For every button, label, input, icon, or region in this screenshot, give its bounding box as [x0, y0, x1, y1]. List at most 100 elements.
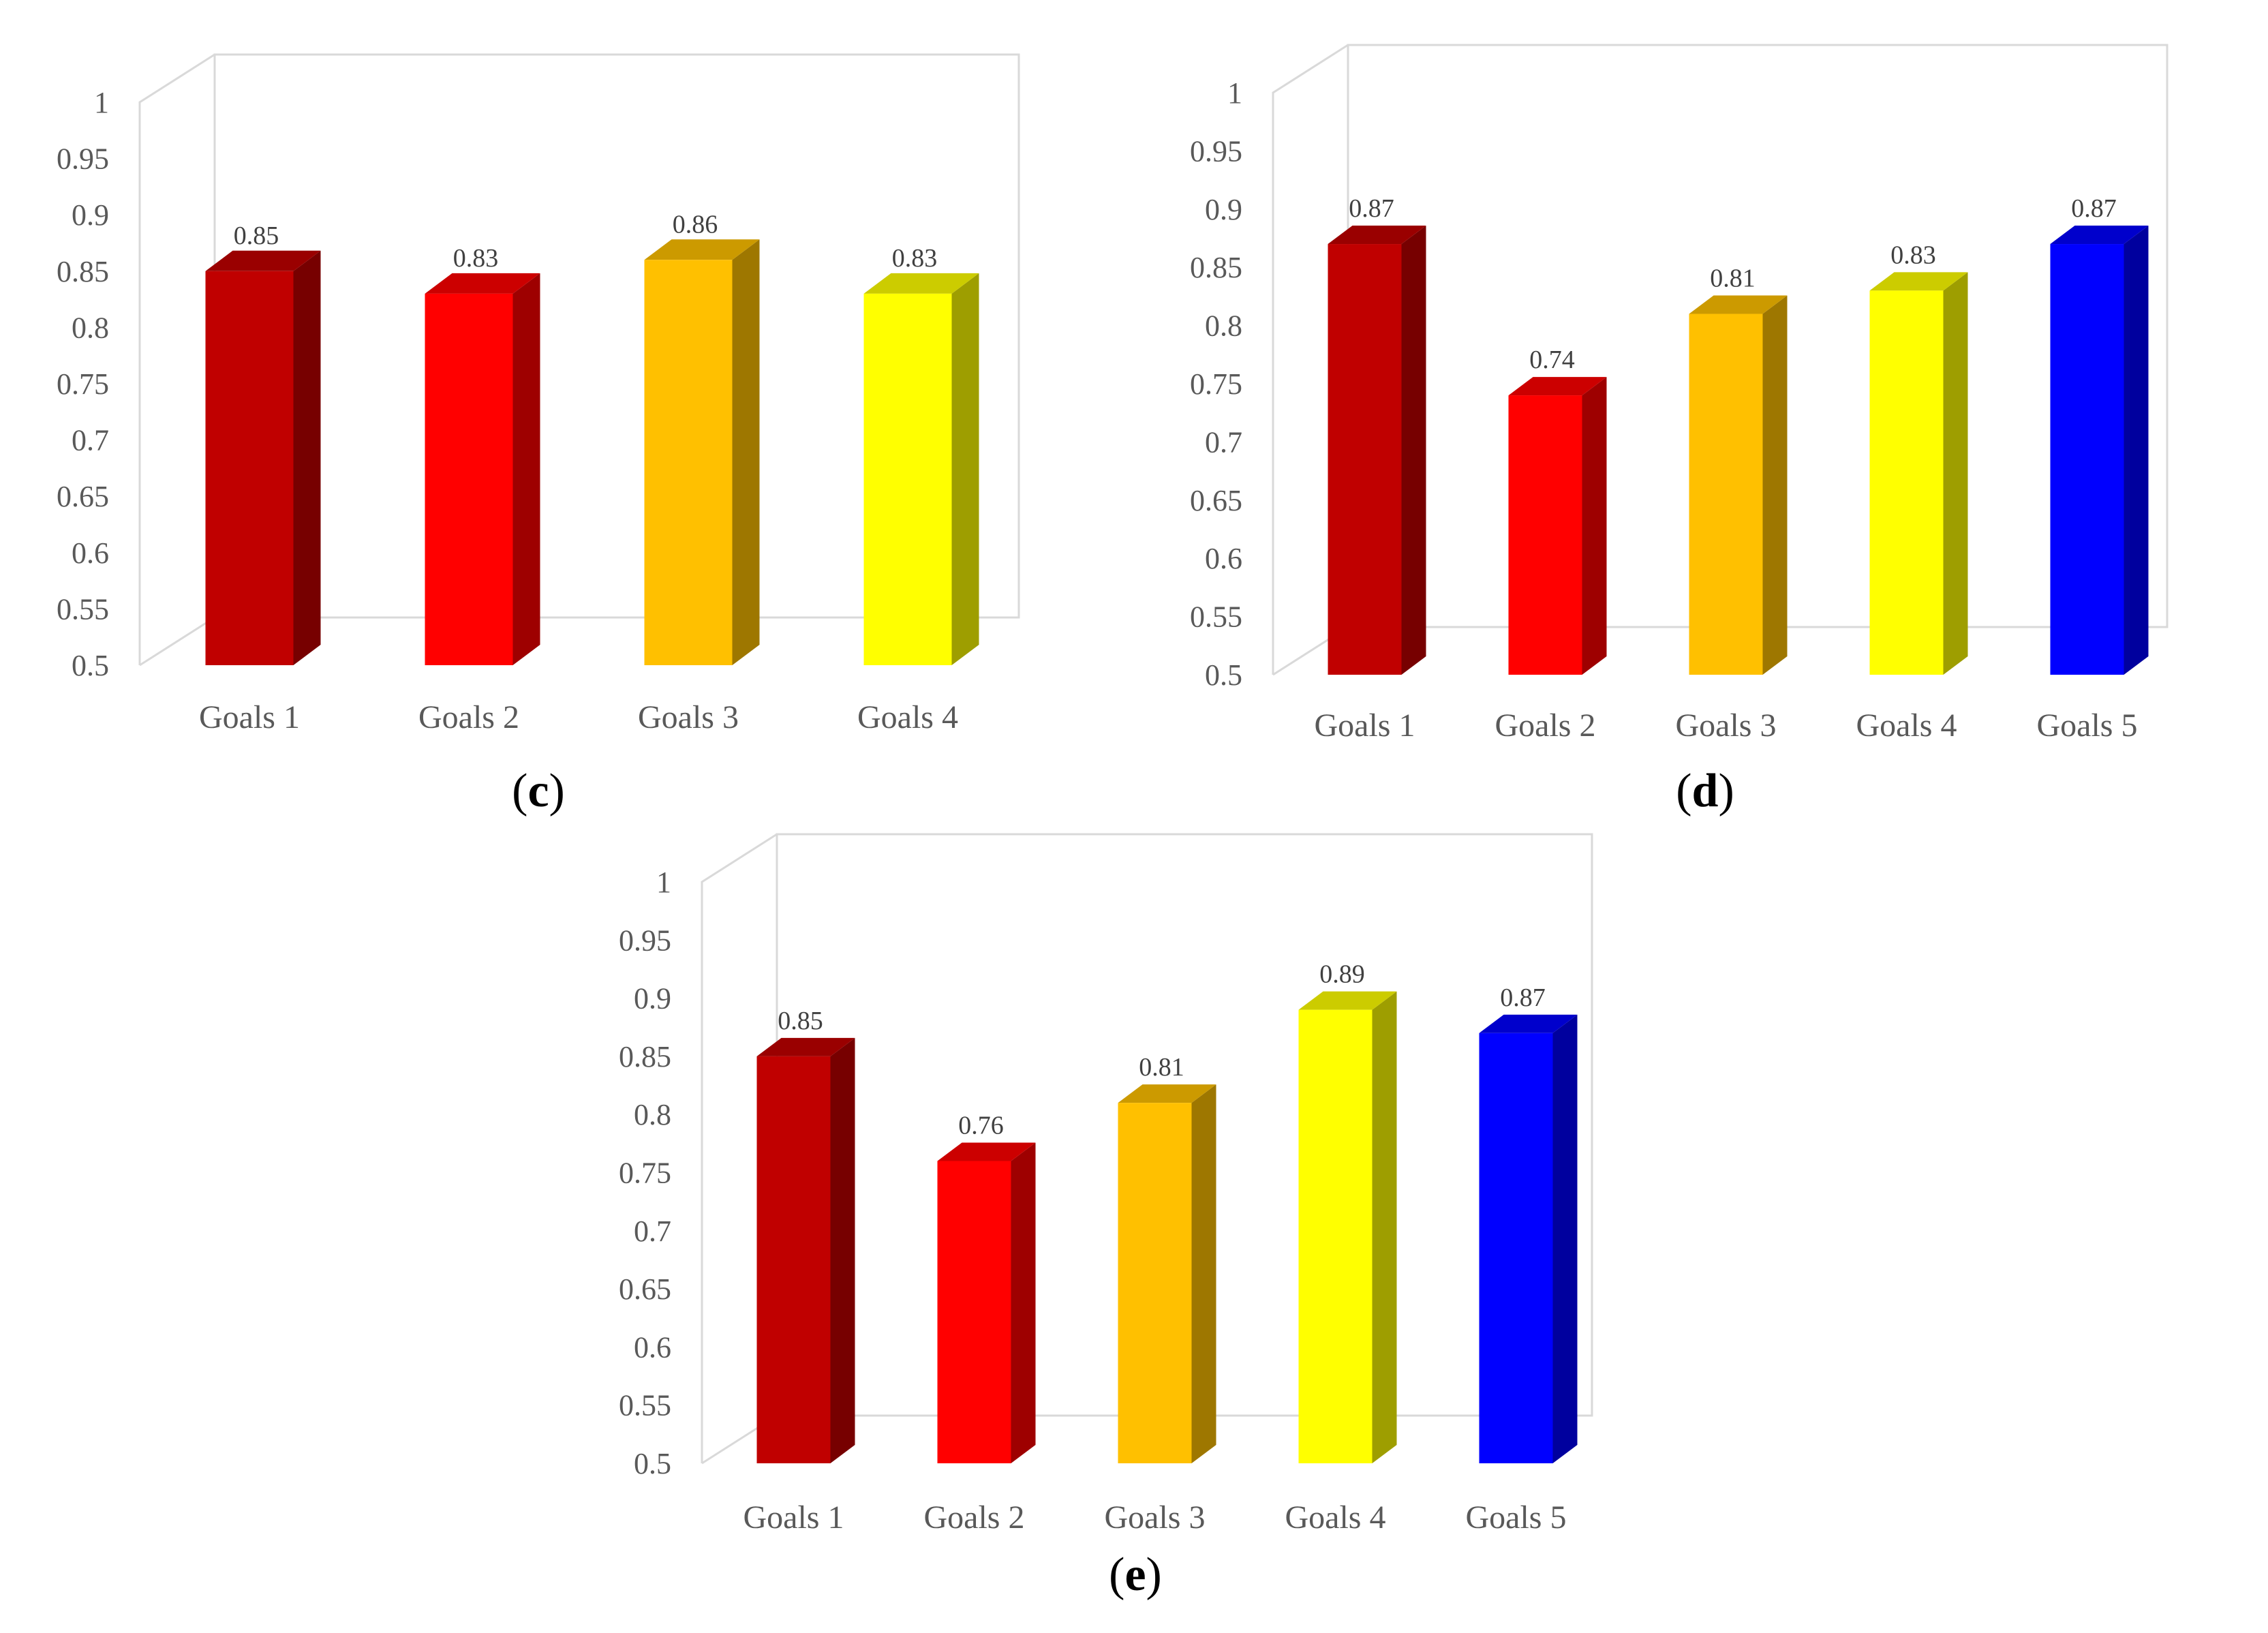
bar [425, 273, 540, 666]
x-tick-label: Goals 3 [1676, 707, 1777, 744]
bar-front [1328, 244, 1402, 675]
bars-d: 0.87 Goals 1 0.74 Goals 2 0.81 Goals 3 0.83 Goa… [1315, 194, 2149, 744]
bar-side [512, 273, 540, 666]
data-label: 0.87 [2071, 194, 2117, 223]
x-tick-label: Goals 1 [199, 699, 300, 735]
caption-c-open: ( [512, 765, 527, 817]
x-tick-label: Goals 5 [1466, 1499, 1567, 1536]
y-tick-label: 0.85 [57, 255, 109, 288]
bar-top [644, 239, 760, 260]
caption-c-letter: c [527, 765, 549, 817]
bar-front [1479, 1033, 1553, 1463]
bar-front [863, 293, 952, 666]
caption-e: (e) [1109, 1548, 1162, 1601]
data-label: 0.83 [892, 244, 938, 273]
bar-top [1298, 991, 1397, 1010]
data-label: 0.85 [778, 1007, 823, 1035]
bar [863, 273, 979, 666]
y-tick-label: 1 [656, 866, 671, 899]
bar [1689, 295, 1788, 675]
y-tick-label: 0.75 [1190, 367, 1242, 401]
y-tick-label: 0.7 [72, 424, 109, 457]
bar-top [425, 273, 540, 294]
y-tick-label: 0.8 [1205, 309, 1242, 343]
bar-top [2050, 226, 2149, 245]
bar [1298, 991, 1397, 1463]
data-label: 0.76 [958, 1111, 1004, 1140]
y-tick-label: 0.7 [1205, 425, 1242, 459]
y-tick-label: 0.7 [634, 1215, 671, 1248]
x-tick-label: Goals 4 [1285, 1499, 1386, 1536]
bar-side [951, 273, 979, 666]
y-tick-label: 0.65 [1190, 484, 1242, 517]
caption-e-letter: e [1124, 1548, 1146, 1601]
bar-side [830, 1037, 855, 1463]
bar-front [1118, 1103, 1192, 1463]
data-label: 0.85 [234, 222, 279, 250]
caption-d-open: ( [1676, 765, 1691, 817]
data-label: 0.83 [453, 244, 499, 273]
bar-top [1689, 295, 1788, 314]
x-tick-label: Goals 1 [744, 1499, 844, 1536]
x-tick-label: Goals 1 [1315, 707, 1415, 744]
side-wall-d [1272, 44, 1349, 675]
caption-c-close: ) [549, 765, 565, 817]
bar-top [1869, 272, 1968, 291]
bar-front [756, 1056, 831, 1463]
bar-front [1298, 1009, 1373, 1463]
data-label: 0.81 [1710, 264, 1756, 293]
data-label: 0.86 [673, 210, 718, 239]
caption-d-close: ) [1718, 765, 1734, 817]
y-tick-label: 0.85 [1190, 251, 1242, 284]
y-tick-label: 0.55 [1190, 600, 1242, 634]
x-tick-label: Goals 4 [857, 699, 958, 735]
y-tick-label: 1 [94, 86, 109, 119]
data-label: 0.87 [1349, 194, 1394, 223]
bar-front [1689, 314, 1763, 675]
bar-side [1401, 226, 1426, 675]
y-axis-c: 0.5 0.55 0.6 0.65 0.7 0.75 0.8 0.85 0.9 0.95 1 [57, 86, 109, 682]
bar [1118, 1084, 1216, 1463]
y-tick-label: 0.8 [72, 311, 109, 344]
bar-top [1328, 226, 1426, 245]
y-axis-e: 0.5 0.55 0.6 0.65 0.7 0.75 0.8 0.85 0.9 0.95 1 [619, 866, 671, 1480]
y-tick-label: 0.65 [57, 480, 109, 513]
y-tick-label: 1 [1227, 76, 1242, 110]
y-tick-label: 0.75 [57, 367, 109, 401]
bar-front [644, 260, 733, 665]
y-tick-label: 0.95 [57, 142, 109, 176]
y-tick-label: 0.95 [1190, 134, 1242, 168]
caption-e-open: ( [1109, 1548, 1124, 1601]
y-tick-label: 0.55 [57, 592, 109, 626]
y-tick-label: 0.55 [619, 1389, 671, 1422]
bar-side [1372, 991, 1397, 1463]
caption-d-letter: d [1692, 765, 1719, 817]
x-tick-label: Goals 3 [638, 699, 739, 735]
bar-side [1191, 1084, 1216, 1463]
bar-front [1869, 290, 1944, 675]
bar-front [937, 1161, 1011, 1463]
bar [1508, 377, 1607, 675]
x-tick-label: Goals 4 [1856, 707, 1957, 744]
bar-side [1762, 295, 1788, 675]
y-tick-label: 0.5 [1205, 658, 1242, 692]
chart-panel-c: 0.5 0.55 0.6 0.65 0.7 0.75 0.8 0.85 0.9 0.95 1 0.85… [57, 53, 1020, 735]
bar [937, 1142, 1036, 1463]
caption-e-close: ) [1146, 1548, 1162, 1601]
x-tick-label: Goals 2 [418, 699, 519, 735]
bar [205, 250, 321, 665]
bars-c: 0.85 Goals 1 0.83 Goals 2 0.86 Goals 3 0.83 Goa… [199, 210, 979, 735]
side-wall-e [701, 833, 778, 1463]
x-tick-label: Goals 2 [1495, 707, 1596, 744]
bar-front [205, 271, 294, 665]
bar-side [1552, 1014, 1578, 1463]
y-tick-label: 0.95 [619, 924, 671, 957]
bar-top [863, 273, 979, 294]
y-tick-label: 0.6 [634, 1330, 671, 1364]
bar [2050, 226, 2149, 675]
y-tick-label: 0.5 [72, 649, 109, 682]
data-label: 0.74 [1529, 346, 1575, 374]
y-tick-label: 0.75 [619, 1157, 671, 1190]
chart-panel-d: 0.5 0.55 0.6 0.65 0.7 0.75 0.8 0.85 0.9 0.95 1 0.87… [1190, 44, 2169, 744]
